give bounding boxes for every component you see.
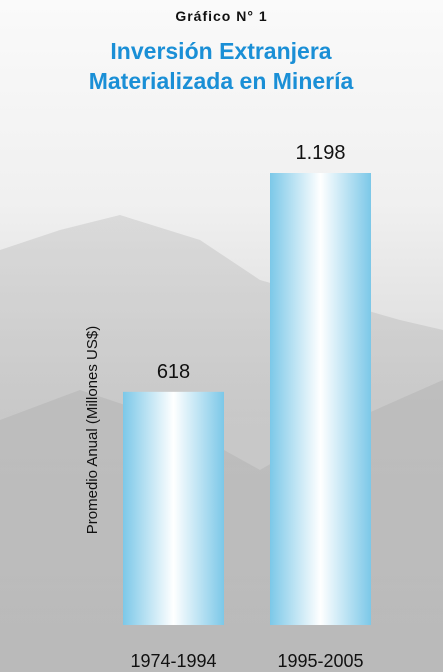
y-axis-label: Promedio Anual (Millones US$) <box>84 326 101 534</box>
supertitle: Gráfico N° 1 <box>175 8 268 24</box>
x-tick-label: 1995-2005 <box>277 651 363 671</box>
bar <box>123 391 224 625</box>
value-label: 618 <box>157 361 190 383</box>
value-label: 1.198 <box>295 142 345 164</box>
x-tick-label: 1974-1994 <box>130 651 216 671</box>
chart-title: Inversión Extranjera Materializada en Mi… <box>88 38 354 94</box>
bar <box>270 173 371 625</box>
